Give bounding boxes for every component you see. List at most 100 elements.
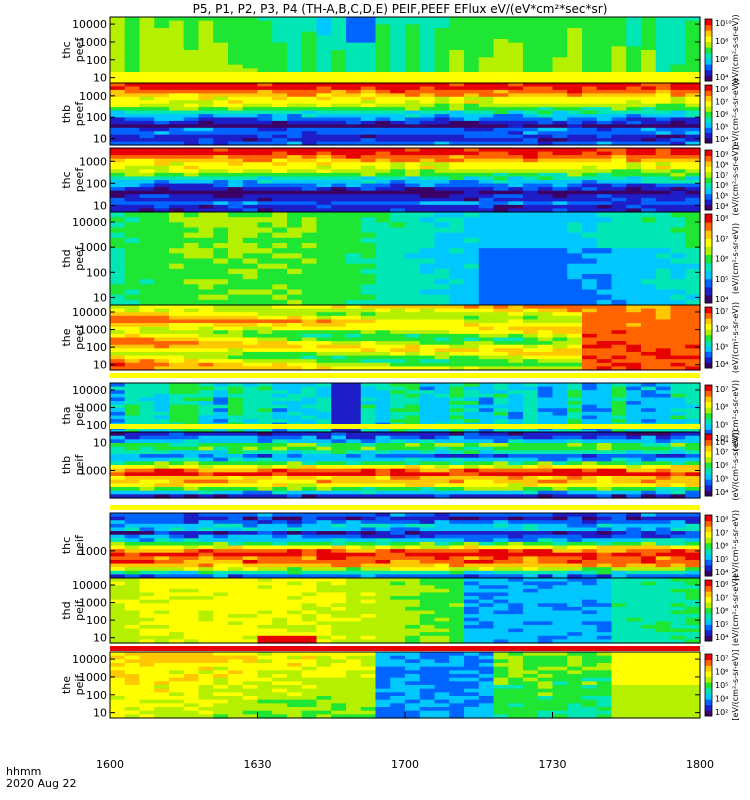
heatmap-cell — [242, 258, 259, 265]
heatmap-cell — [183, 479, 200, 484]
heatmap-cell — [110, 341, 126, 346]
heatmap-cell — [655, 96, 672, 101]
heatmap-cell — [287, 341, 303, 346]
heatmap-cell — [124, 162, 141, 167]
heatmap-cell — [596, 183, 613, 188]
heatmap-cell — [213, 362, 229, 367]
heatmap-cell — [272, 162, 288, 167]
heatmap-cell — [154, 75, 170, 80]
heatmap-cell — [419, 201, 436, 206]
heatmap-cell — [655, 274, 672, 280]
heatmap-cell — [346, 344, 362, 349]
heatmap-cell — [242, 57, 259, 62]
heatmap-cell — [213, 258, 229, 265]
heatmap-cell — [301, 415, 318, 420]
heatmap-cell — [110, 465, 126, 470]
heatmap-cell — [124, 83, 141, 88]
heatmap-cell — [198, 326, 214, 331]
heatmap-cell — [183, 366, 200, 371]
heatmap-cell — [169, 172, 185, 178]
heatmap-cell — [670, 212, 686, 218]
heatmap-cell — [139, 100, 155, 105]
heatmap-cell — [124, 64, 141, 69]
heatmap-cell — [124, 89, 141, 94]
heatmap-cell — [493, 151, 509, 156]
heatmap-cell — [169, 83, 185, 88]
heatmap-cell — [478, 366, 495, 371]
heatmap-cell — [139, 439, 155, 444]
heatmap-cell — [198, 393, 214, 399]
heatmap-cell — [198, 355, 214, 360]
heatmap-cell — [493, 83, 509, 88]
heatmap-cell — [552, 194, 568, 199]
heatmap-cell — [596, 93, 613, 98]
heatmap-cell — [346, 131, 362, 136]
heatmap-cell — [139, 393, 155, 399]
heatmap-cell — [537, 351, 554, 357]
heatmap-cell — [567, 162, 583, 167]
heatmap-cell — [478, 362, 495, 367]
heatmap-cell — [493, 176, 509, 181]
heatmap-cell — [331, 312, 347, 317]
heatmap-cell — [449, 450, 465, 455]
heatmap-cell — [405, 284, 421, 291]
heatmap-cell — [124, 201, 141, 206]
heatmap-cell — [611, 237, 627, 244]
heatmap-cell — [301, 435, 318, 440]
heatmap-cell — [183, 201, 200, 206]
heatmap-cell — [582, 39, 598, 44]
heatmap-cell — [537, 114, 554, 119]
heatmap-cell — [169, 465, 185, 470]
heatmap-cell — [228, 227, 244, 234]
heatmap-cell — [139, 386, 155, 391]
heatmap-cell — [434, 124, 450, 129]
heatmap-cell — [493, 75, 509, 80]
heatmap-cell — [508, 299, 524, 306]
heatmap-cell — [154, 333, 170, 339]
heatmap-cell — [169, 337, 185, 342]
y-tick-label: 100 — [86, 177, 107, 190]
heatmap-cell — [375, 217, 391, 223]
heatmap-cell — [419, 446, 436, 451]
heatmap-cell — [390, 50, 406, 55]
heatmap-cell — [493, 330, 509, 335]
heatmap-cell — [567, 366, 583, 371]
heatmap-cell — [316, 35, 332, 40]
heatmap-cell — [213, 263, 229, 270]
heatmap-cell — [124, 180, 141, 185]
heatmap-cell — [493, 248, 509, 254]
heatmap-cell — [154, 138, 170, 143]
heatmap-cell — [346, 86, 362, 91]
heatmap-cell — [375, 64, 391, 69]
heatmap-cell — [301, 162, 318, 167]
heatmap-cell — [213, 305, 229, 310]
heatmap-cell — [154, 120, 170, 125]
heatmap-cell — [272, 468, 288, 473]
heatmap-cell — [655, 299, 672, 306]
heatmap-cell — [493, 155, 509, 160]
heatmap-cell — [478, 151, 495, 156]
colorbar-tick-label: 10⁶ — [715, 325, 728, 334]
heatmap-cell — [434, 117, 450, 122]
heatmap-cell — [272, 57, 288, 62]
heatmap-cell — [257, 127, 273, 132]
heatmap-cell — [611, 344, 627, 349]
heatmap-cell — [434, 183, 450, 188]
heatmap-cell — [478, 57, 495, 62]
heatmap-cell — [272, 243, 288, 249]
heatmap-cell — [582, 315, 598, 321]
heatmap-cell — [183, 359, 200, 364]
colorbar-tick-label: 10⁷ — [715, 307, 728, 316]
heatmap-cell — [405, 326, 421, 331]
heatmap-cell — [124, 355, 141, 360]
heatmap-cell — [685, 42, 701, 47]
heatmap-cell — [257, 172, 273, 178]
heatmap-cell — [611, 227, 627, 234]
heatmap-cell — [464, 208, 480, 213]
heatmap-cell — [449, 42, 465, 47]
heatmap-cell — [213, 348, 229, 353]
heatmap-cell — [567, 42, 583, 47]
heatmap-cell — [419, 110, 436, 115]
heatmap-cell — [493, 28, 509, 33]
heatmap-cell — [110, 151, 126, 156]
